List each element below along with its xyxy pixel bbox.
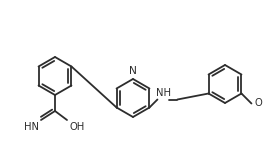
Text: HN: HN xyxy=(24,121,39,132)
Text: N: N xyxy=(129,65,137,76)
Text: OH: OH xyxy=(69,121,84,132)
Text: NH: NH xyxy=(156,88,171,97)
Text: O: O xyxy=(255,97,262,108)
